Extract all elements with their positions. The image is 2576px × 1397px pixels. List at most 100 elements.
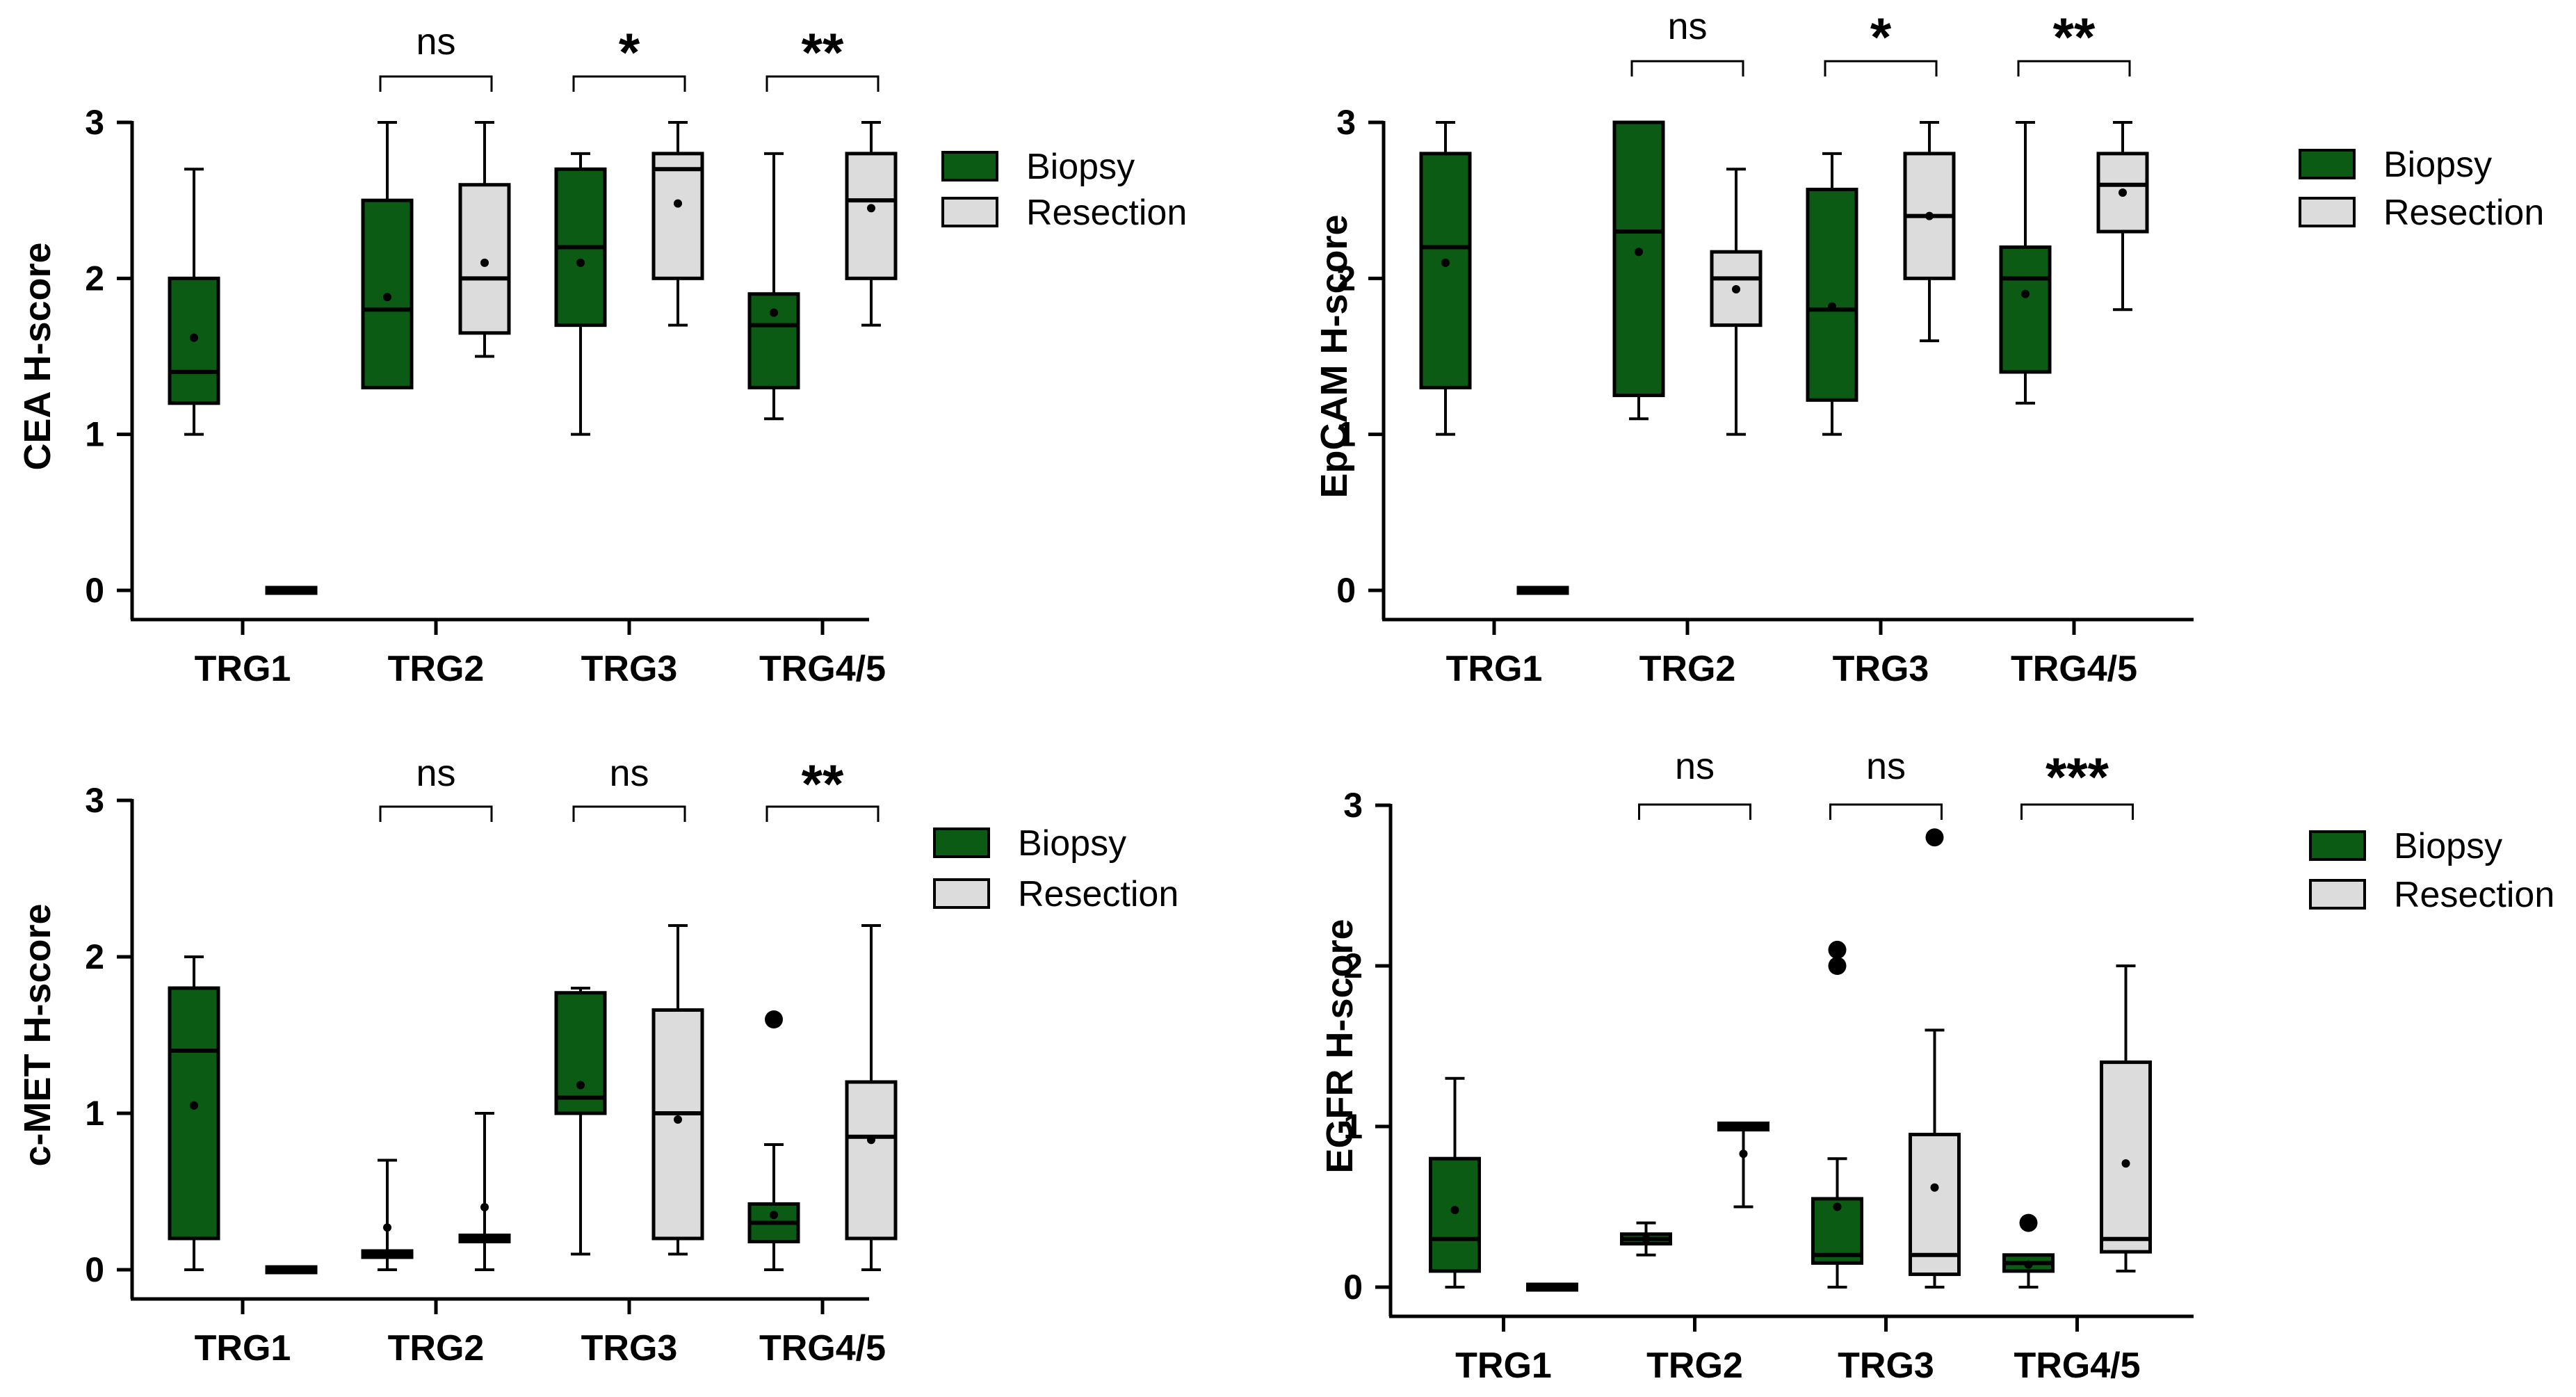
box-resection (651, 152, 704, 280)
x-tick-label: TRG4/5 (2011, 649, 2137, 689)
legend: Biopsy Resection (2309, 826, 2554, 915)
y-tick-label: 0 (85, 1250, 104, 1289)
outlier-point (765, 1010, 783, 1028)
x-tick-label: TRG2 (388, 1328, 485, 1368)
y-tick-label: 1 (1343, 1107, 1363, 1146)
significance-label: *** (2046, 746, 2109, 807)
y-axis-title: CEA H-score (17, 242, 58, 470)
box-resection (2100, 1060, 2152, 1254)
box-resection (1909, 1133, 1961, 1277)
outlier-point (2019, 1213, 2038, 1232)
x-tick-label: TRG1 (1446, 649, 1543, 689)
mean-marker (2119, 188, 2127, 197)
mean-marker (480, 258, 489, 267)
mean-marker (1739, 1149, 1748, 1158)
box-resection (651, 1008, 704, 1241)
mean-marker (576, 1081, 585, 1090)
y-tick-label: 0 (85, 571, 104, 610)
significance-label: ns (1675, 745, 1715, 787)
box-biopsy (168, 986, 220, 1241)
mean-marker (2121, 1159, 2130, 1168)
y-tick-label: 3 (85, 781, 104, 820)
mean-marker (1930, 1183, 1939, 1192)
x-tick-label: TRG3 (1833, 649, 1929, 689)
box-resection (845, 152, 898, 280)
significance-label: ns (1667, 6, 1707, 47)
legend-swatch-biopsy (933, 827, 990, 858)
mean-marker (674, 1115, 682, 1124)
y-tick-label: 0 (1336, 571, 1356, 610)
significance-label: ns (416, 21, 455, 63)
outlier-point (1828, 940, 1847, 959)
legend-label-resection: Resection (1018, 874, 1178, 914)
x-tick-label: TRG2 (1639, 649, 1736, 689)
x-tick-label: TRG1 (195, 1328, 291, 1368)
legend-label-biopsy: Biopsy (1026, 147, 1135, 187)
significance-bracket (379, 75, 493, 92)
legend-label-biopsy: Biopsy (2394, 826, 2502, 866)
mean-marker (1548, 1283, 1557, 1291)
y-tick-label: 3 (85, 103, 104, 142)
mean-marker (480, 1203, 489, 1211)
mean-marker (2021, 289, 2030, 298)
box-biopsy (747, 292, 800, 389)
y-axis-title: EpCAM H-score (1313, 214, 1355, 498)
significance-bracket (572, 805, 686, 822)
significance-label: ** (802, 22, 844, 83)
legend-swatch-resection (933, 878, 990, 909)
mean-marker (1635, 248, 1643, 257)
box-biopsy (1999, 245, 2052, 374)
mean-marker (287, 1266, 295, 1274)
legend-swatch-resection (941, 197, 998, 227)
mean-marker (1833, 1202, 1842, 1211)
mean-marker (770, 1211, 778, 1220)
chart-panel-bottom-left: 0 1 2 3 c-MET H-score TRG1 TRG2 ns TRG3 ns TRG4/5 *… (17, 752, 1178, 1368)
mean-marker (576, 258, 585, 267)
x-tick-label: TRG3 (581, 1328, 678, 1368)
significance-bracket (379, 805, 493, 822)
y-tick-label: 0 (1343, 1268, 1363, 1307)
legend-swatch-resection (2309, 879, 2366, 910)
mean-marker (383, 1223, 391, 1232)
mean-marker (867, 1136, 875, 1145)
x-tick-label: TRG4/5 (759, 649, 886, 689)
mean-marker (190, 1101, 198, 1110)
y-tick-label: 2 (1343, 946, 1363, 985)
y-tick-label: 2 (85, 259, 104, 298)
x-tick-label: TRG1 (195, 649, 291, 689)
significance-bracket (765, 805, 880, 822)
legend-swatch-resection (2299, 197, 2356, 227)
y-tick-label: 2 (85, 937, 104, 976)
mean-marker (867, 204, 875, 213)
legend-label-biopsy: Biopsy (2383, 145, 2492, 185)
mean-marker (1539, 586, 1547, 595)
significance-label: * (619, 22, 640, 83)
significance-bracket (572, 75, 686, 92)
x-tick-label: TRG4/5 (2014, 1346, 2140, 1386)
legend: Biopsy Resection (2299, 145, 2544, 233)
mean-marker (190, 333, 198, 342)
x-tick-label: TRG4/5 (759, 1328, 886, 1368)
significance-bracket (2020, 803, 2134, 820)
legend-label-resection: Resection (2394, 875, 2554, 915)
mean-marker (674, 199, 682, 208)
chart-panel-top-left: 0 1 2 3 CEA H-score TRG1 TRG2 ns TRG3 * TRG4/5 ** Bi… (17, 21, 1187, 689)
x-tick-label: TRG2 (1646, 1346, 1743, 1386)
y-axis-title: c-MET H-score (17, 903, 58, 1166)
legend-label-biopsy: Biopsy (1018, 823, 1126, 864)
significance-bracket (1829, 803, 1943, 820)
significance-label: ns (609, 752, 649, 794)
significance-bracket (1630, 60, 1744, 76)
outlier-point (1925, 828, 1944, 847)
y-tick-label: 3 (1336, 103, 1356, 142)
box-biopsy (554, 991, 607, 1115)
mean-marker (770, 308, 778, 317)
x-tick-label: TRG3 (581, 649, 678, 689)
box-resection (845, 1080, 898, 1241)
box-biopsy (1429, 1156, 1481, 1273)
legend-label-resection: Resection (2383, 193, 2544, 233)
legend-swatch-biopsy (2299, 149, 2356, 179)
y-tick-label: 2 (1336, 259, 1356, 298)
significance-bracket (1824, 60, 1938, 76)
